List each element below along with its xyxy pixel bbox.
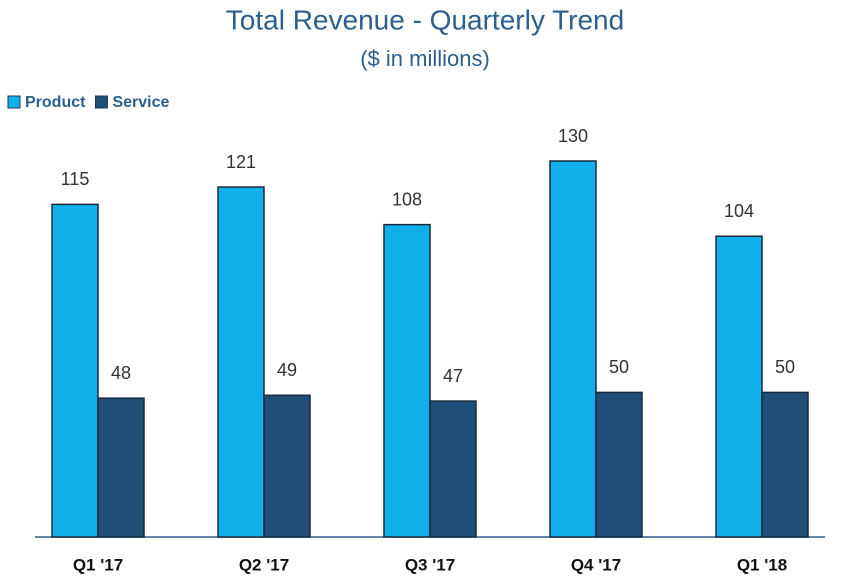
value-label: 50 [775,357,795,377]
x-tick-label: Q2 '17 [239,555,289,574]
value-label: 115 [61,169,90,189]
value-label: 108 [392,189,422,209]
x-tick-label: Q1 '18 [737,555,787,574]
value-label: 47 [443,366,463,386]
x-tick-label: Q1 '17 [73,555,123,574]
value-label: 50 [609,357,629,377]
bar [761,391,809,538]
bar [51,203,99,538]
legend-swatch [7,95,21,109]
value-label: 48 [111,363,131,383]
chart-title: Total Revenue - Quarterly Trend [226,4,624,35]
legend-label: Service [112,94,169,111]
legend-swatch [94,95,108,109]
x-tick-label: Q4 '17 [571,555,621,574]
x-tick-label: Q3 '17 [405,555,455,574]
bar [383,223,431,538]
value-label: 130 [558,126,588,146]
bar [97,397,145,538]
legend-label: Product [25,94,86,111]
bar [595,391,643,538]
chart-subtitle: ($ in millions) [360,46,490,71]
bar [429,400,477,538]
bar [549,160,597,538]
value-label: 121 [226,152,256,172]
value-label: 49 [277,360,297,380]
bar [217,186,265,538]
bar [715,235,763,538]
bar [263,394,311,538]
value-label: 104 [724,201,754,221]
